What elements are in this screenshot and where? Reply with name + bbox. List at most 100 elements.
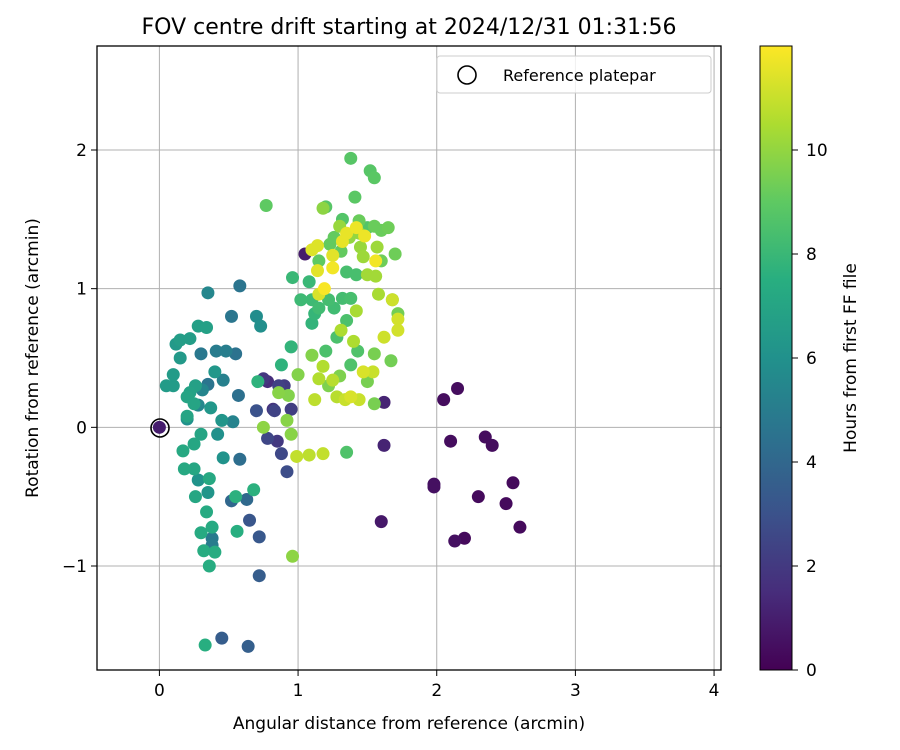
reference-point xyxy=(152,420,166,434)
data-point xyxy=(233,279,247,293)
data-point xyxy=(252,530,266,544)
data-point xyxy=(305,243,319,257)
y-axis-label: Rotation from reference (arcmin) xyxy=(23,218,43,498)
colorbar-tick-label: 2 xyxy=(806,557,817,577)
data-point xyxy=(284,340,298,354)
data-point xyxy=(173,333,187,347)
data-point xyxy=(194,526,208,540)
y-tick-label: 2 xyxy=(76,141,87,161)
data-point xyxy=(256,420,270,434)
data-point xyxy=(216,373,230,387)
data-point xyxy=(215,631,229,645)
data-point xyxy=(200,320,214,334)
data-point xyxy=(200,505,214,519)
data-point xyxy=(233,452,247,466)
data-point xyxy=(187,462,201,476)
data-point xyxy=(391,312,405,326)
data-point xyxy=(251,375,265,389)
data-point xyxy=(290,449,304,463)
data-point xyxy=(241,639,255,653)
data-point xyxy=(451,382,465,396)
data-point xyxy=(180,409,194,423)
data-point xyxy=(197,544,211,558)
data-point xyxy=(384,354,398,368)
data-point xyxy=(284,427,298,441)
x-tick-label: 3 xyxy=(570,681,581,701)
data-point xyxy=(340,314,354,328)
data-point xyxy=(302,275,316,289)
data-point xyxy=(191,473,205,487)
y-axis-ticks: −1 0 1 2 xyxy=(62,141,97,577)
data-point xyxy=(344,151,358,165)
data-point xyxy=(187,397,201,411)
data-point xyxy=(367,347,381,361)
colorbar-tick-label: 8 xyxy=(806,245,817,265)
scatter-points xyxy=(159,151,527,653)
data-point xyxy=(349,304,363,318)
data-point xyxy=(319,344,333,358)
data-point xyxy=(326,248,340,262)
data-point xyxy=(159,379,173,393)
data-point xyxy=(310,264,324,278)
data-point xyxy=(177,462,191,476)
reference-platepar-marker xyxy=(150,418,170,438)
data-point xyxy=(274,447,288,461)
legend-marker-icon xyxy=(457,65,477,85)
data-point xyxy=(377,395,391,409)
x-tick-label: 1 xyxy=(293,681,304,701)
data-point xyxy=(377,438,391,452)
data-point xyxy=(344,390,358,404)
data-point xyxy=(249,309,263,323)
legend-label: Reference platepar xyxy=(503,66,656,85)
data-point xyxy=(173,351,187,365)
data-point xyxy=(216,451,230,465)
data-point xyxy=(176,444,190,458)
data-point xyxy=(506,476,520,490)
colorbar-tick-label: 10 xyxy=(806,141,828,161)
chart-title: FOV centre drift starting at 2024/12/31 … xyxy=(142,15,677,40)
data-point xyxy=(231,388,245,402)
data-point xyxy=(388,247,402,261)
data-point xyxy=(316,447,330,461)
data-point xyxy=(326,261,340,275)
data-point xyxy=(211,427,225,441)
data-point xyxy=(316,201,330,215)
data-point xyxy=(225,309,239,323)
data-point xyxy=(286,271,300,285)
data-point xyxy=(302,448,316,462)
data-point xyxy=(194,427,208,441)
data-point xyxy=(444,434,458,448)
data-point xyxy=(247,483,261,497)
data-point xyxy=(259,198,273,212)
data-point xyxy=(219,344,233,358)
data-point xyxy=(291,368,305,382)
data-point xyxy=(340,445,354,459)
data-point xyxy=(360,375,374,389)
data-point xyxy=(249,404,263,418)
data-point xyxy=(204,401,218,415)
data-point xyxy=(340,226,354,240)
data-point xyxy=(209,344,223,358)
data-point xyxy=(437,393,451,407)
data-point xyxy=(485,438,499,452)
data-point xyxy=(374,515,388,529)
colorbar-tick-label: 6 xyxy=(806,349,817,369)
data-point xyxy=(391,323,405,337)
data-point xyxy=(356,250,370,264)
data-point xyxy=(312,301,326,315)
data-point xyxy=(366,365,380,379)
data-point xyxy=(347,334,361,348)
data-point xyxy=(261,431,275,445)
data-point xyxy=(205,520,219,534)
data-point xyxy=(370,240,384,254)
data-point xyxy=(201,486,215,500)
data-point xyxy=(198,638,212,652)
data-point xyxy=(322,293,336,307)
data-point xyxy=(215,413,229,427)
grid xyxy=(97,46,721,670)
y-tick-label: −1 xyxy=(62,557,87,577)
data-point xyxy=(294,293,308,307)
data-point xyxy=(284,402,298,416)
data-point xyxy=(308,393,322,407)
data-point xyxy=(349,221,363,235)
